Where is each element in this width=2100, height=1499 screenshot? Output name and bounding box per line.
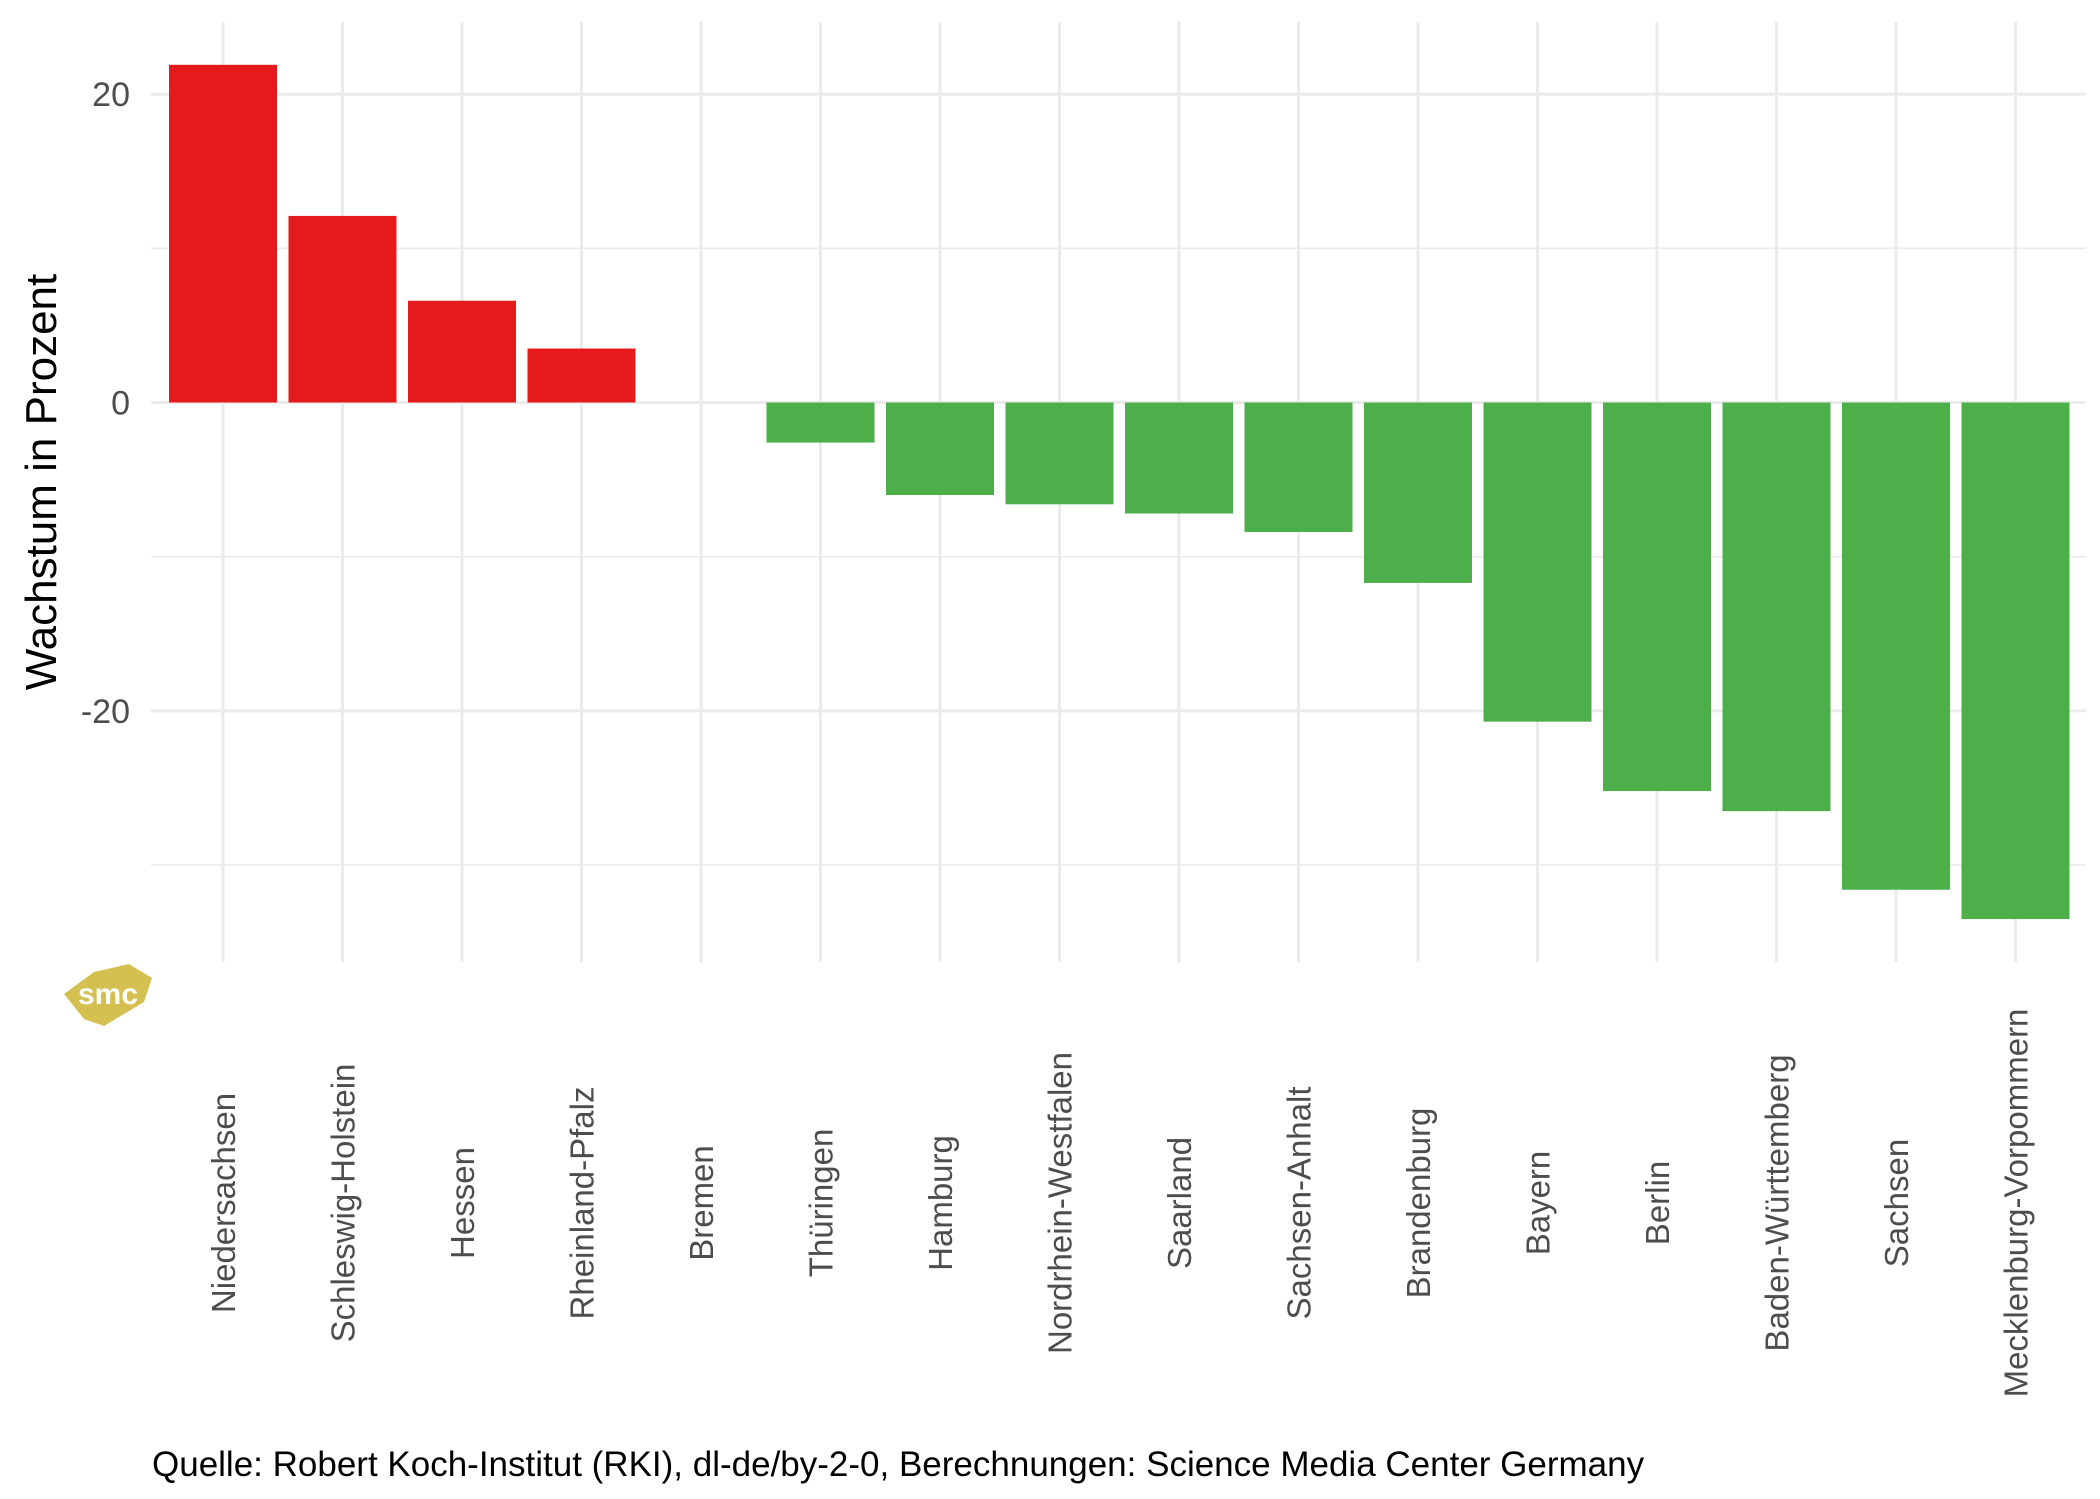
bar-brandenburg — [1364, 402, 1472, 583]
x-tick-label: Niedersachsen — [205, 1093, 242, 1313]
bar-saarland — [1125, 402, 1233, 514]
bar-berlin — [1603, 402, 1711, 792]
x-tick-label: Brandenburg — [1400, 1108, 1437, 1299]
y-axis-ticks: 20 0 -20 — [81, 76, 130, 731]
x-tick-label: Schleswig-Holstein — [325, 1064, 362, 1343]
bar-bayern — [1483, 402, 1592, 722]
bars — [169, 64, 2070, 920]
bar-rheinland-pfalz — [527, 348, 636, 403]
bar-sachsen — [1842, 402, 1950, 890]
x-tick-label: Sachsen — [1878, 1139, 1915, 1267]
bar-baden-w-rttemberg — [1722, 402, 1831, 812]
x-tick-label: Mecklenburg-Vorpommern — [1998, 1009, 2035, 1398]
x-tick-label: Thüringen — [803, 1129, 840, 1278]
bar-th-ringen — [766, 402, 875, 443]
caption: Quelle: Robert Koch-Institut (RKI), dl-d… — [152, 1445, 1645, 1484]
bar-nordrhein-westfalen — [1005, 402, 1114, 505]
x-axis-ticks: Niedersachsen Schleswig-Holstein Hessen Rhe… — [205, 1009, 2035, 1398]
y-tick-label: 0 — [111, 385, 130, 423]
logo-text: smc — [78, 978, 138, 1011]
x-tick-label: Bremen — [683, 1145, 720, 1261]
bar-hessen — [408, 300, 516, 403]
x-tick-label: Rheinland-Pfalz — [564, 1087, 601, 1320]
smc-logo: smc — [64, 964, 152, 1026]
bar-niedersachsen — [169, 64, 277, 403]
y-tick-label: -20 — [81, 693, 130, 731]
y-tick-label: 20 — [92, 76, 130, 114]
x-tick-label: Berlin — [1639, 1161, 1676, 1245]
bar-mecklenburg-vorpommern — [1961, 402, 2070, 920]
x-tick-label: Hamburg — [922, 1135, 959, 1271]
logo-shape — [64, 964, 152, 1026]
x-tick-label: Nordrhein-Westfalen — [1042, 1052, 1079, 1354]
bar-hamburg — [886, 402, 994, 496]
x-tick-label: Sachsen-Anhalt — [1281, 1087, 1318, 1320]
x-tick-label: Bayern — [1520, 1151, 1557, 1256]
bar-sachsen-anhalt — [1244, 402, 1353, 533]
x-tick-label: Baden-Württemberg — [1759, 1054, 1796, 1351]
x-tick-label: Saarland — [1161, 1137, 1198, 1269]
bar-schleswig-holstein — [288, 215, 397, 403]
x-tick-label: Hessen — [444, 1147, 481, 1259]
y-axis-title: Wachstum in Prozent — [17, 274, 66, 691]
